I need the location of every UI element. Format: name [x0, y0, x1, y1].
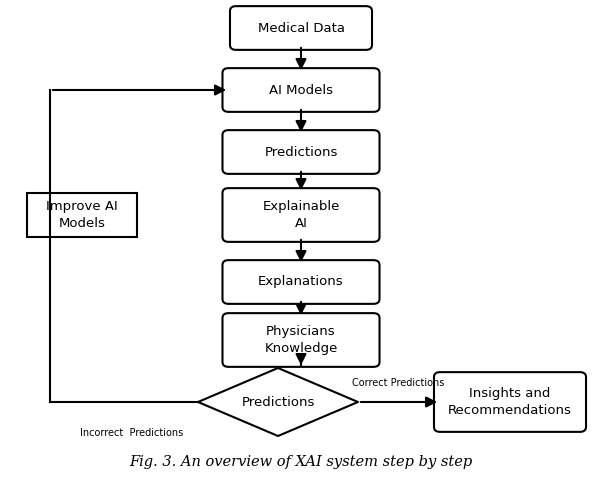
- Text: Insights and
Recommendations: Insights and Recommendations: [448, 387, 572, 417]
- FancyBboxPatch shape: [434, 372, 586, 432]
- Text: Incorrect  Predictions: Incorrect Predictions: [80, 428, 183, 438]
- Text: AI Models: AI Models: [269, 84, 333, 97]
- Text: Explainable
AI: Explainable AI: [262, 200, 340, 230]
- FancyBboxPatch shape: [223, 188, 379, 242]
- Text: Improve AI
Models: Improve AI Models: [46, 200, 118, 230]
- FancyBboxPatch shape: [223, 68, 379, 112]
- Text: Physicians
Knowledge: Physicians Knowledge: [264, 325, 338, 355]
- Text: Explanations: Explanations: [258, 276, 344, 289]
- Text: Predictions: Predictions: [241, 396, 315, 409]
- FancyBboxPatch shape: [27, 193, 137, 237]
- Text: Medical Data: Medical Data: [258, 21, 344, 35]
- FancyBboxPatch shape: [223, 313, 379, 367]
- FancyBboxPatch shape: [230, 6, 372, 50]
- Polygon shape: [198, 368, 358, 436]
- Text: Correct Predictions: Correct Predictions: [352, 378, 444, 388]
- Text: Fig. 3. An overview of XAI system step by step: Fig. 3. An overview of XAI system step b…: [129, 455, 473, 469]
- FancyBboxPatch shape: [223, 130, 379, 174]
- FancyBboxPatch shape: [223, 260, 379, 304]
- Text: Predictions: Predictions: [264, 145, 338, 158]
